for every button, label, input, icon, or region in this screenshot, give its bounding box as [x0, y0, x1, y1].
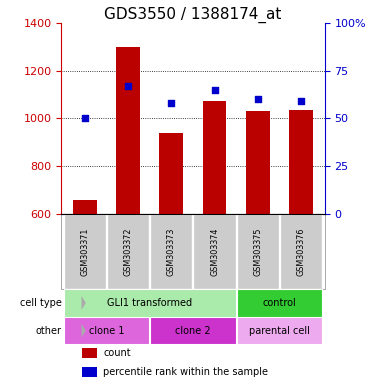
Bar: [150, 214, 193, 289]
Point: [255, 96, 261, 103]
Bar: [150, 317, 236, 344]
Bar: [289, 110, 313, 214]
Bar: [64, 317, 149, 344]
Text: GSM303372: GSM303372: [124, 227, 133, 276]
Bar: [237, 289, 322, 317]
Bar: [64, 289, 236, 317]
Title: GDS3550 / 1388174_at: GDS3550 / 1388174_at: [104, 7, 282, 23]
Text: GSM303376: GSM303376: [296, 227, 305, 276]
Bar: [160, 133, 183, 214]
Bar: [107, 214, 149, 289]
Text: GSM303374: GSM303374: [210, 227, 219, 276]
Text: GSM303371: GSM303371: [81, 227, 89, 276]
Text: clone 1: clone 1: [89, 326, 124, 336]
Point: [125, 83, 131, 89]
Bar: [82, 348, 97, 358]
Text: percentile rank within the sample: percentile rank within the sample: [104, 367, 268, 377]
Bar: [237, 214, 279, 289]
Text: control: control: [262, 298, 296, 308]
Bar: [193, 214, 236, 289]
Bar: [280, 214, 322, 289]
Text: other: other: [36, 326, 62, 336]
Point: [211, 87, 217, 93]
Text: GSM303373: GSM303373: [167, 227, 176, 276]
Point: [82, 115, 88, 121]
Bar: [64, 214, 106, 289]
Text: count: count: [104, 348, 131, 358]
Bar: [203, 101, 226, 214]
Bar: [246, 111, 270, 214]
Text: parental cell: parental cell: [249, 326, 310, 336]
Text: clone 2: clone 2: [175, 326, 211, 336]
Text: cell type: cell type: [20, 298, 62, 308]
Text: GSM303375: GSM303375: [253, 227, 262, 276]
Bar: [73, 200, 97, 214]
Bar: [82, 367, 97, 377]
Bar: [237, 317, 322, 344]
Point: [298, 98, 304, 104]
Text: GLI1 transformed: GLI1 transformed: [107, 298, 192, 308]
Polygon shape: [82, 324, 86, 338]
Polygon shape: [82, 296, 86, 310]
Bar: [116, 47, 140, 214]
Point: [168, 100, 174, 106]
